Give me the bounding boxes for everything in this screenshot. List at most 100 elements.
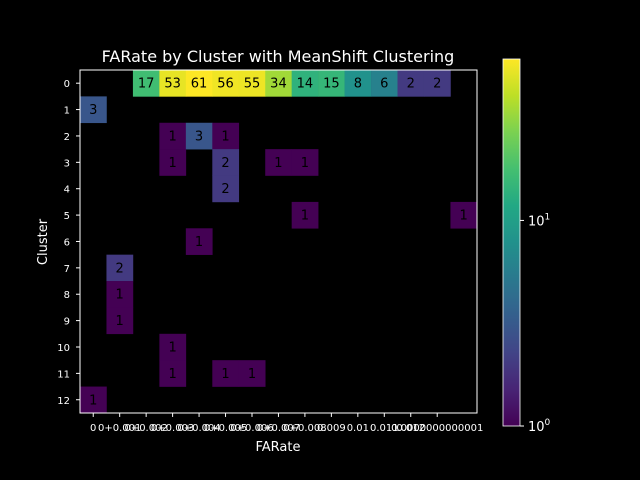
- heatmap-cell: [212, 70, 240, 97]
- x-tick-label: 0+0.006: [230, 423, 273, 434]
- heatmap-cell: [212, 122, 240, 150]
- x-tick-label: 0: [90, 423, 96, 434]
- y-tick-label: 9: [64, 317, 70, 328]
- x-tick-label: 0.011: [370, 423, 399, 434]
- cell-value-label: 3: [89, 103, 97, 118]
- x-tick-label: 0+0.005: [204, 423, 247, 434]
- heatmap-cell: [159, 333, 187, 361]
- cell-value-label: 61: [191, 77, 208, 92]
- heatmap-cell: [106, 254, 134, 282]
- y-tick-label: 4: [64, 185, 70, 196]
- heatmap-cell: [159, 122, 187, 150]
- heatmap-cell: [106, 307, 134, 335]
- heatmap-cell: [159, 70, 187, 97]
- plot-frame: [79, 69, 478, 414]
- y-tick-label: 10: [57, 343, 70, 354]
- heatmap-cell: [397, 70, 425, 97]
- cell-value-label: 15: [323, 77, 340, 92]
- y-tick-label: 11: [57, 369, 70, 380]
- heatmap-cell: [185, 70, 213, 97]
- x-axis-label: FARate: [256, 440, 301, 455]
- y-tick-label: 8: [64, 290, 70, 301]
- heatmap-cell: [80, 96, 107, 124]
- heatmap-cell: [291, 70, 319, 97]
- colorbar-tick-label: 101: [528, 212, 550, 229]
- heatmap-cell: [291, 149, 319, 176]
- y-axis-label: Cluster: [36, 218, 51, 265]
- colorbar: [502, 58, 521, 427]
- cell-value-label: 2: [221, 156, 229, 171]
- x-tick-label: 0+0.003: [151, 423, 194, 434]
- heatmap-cell: [132, 70, 160, 97]
- cell-value-label: 17: [138, 77, 155, 92]
- heatmap-cells: 17 53 61 56 55 34 14 15 8 6 2 2 3 1 3 1 1 2 1 1 2 1 1 1 2 1 1 1 1 1 1 1: [80, 70, 478, 414]
- cell-value-label: 1: [168, 129, 176, 144]
- heatmap-cell: [344, 70, 372, 97]
- heatmap-cell: [318, 70, 345, 97]
- cell-value-label: 1: [116, 288, 124, 303]
- colorbar-tick-label: 100: [528, 418, 551, 435]
- heatmap-cell: [159, 360, 187, 387]
- cell-value-label: 1: [168, 340, 176, 355]
- y-tick-label: 2: [64, 132, 70, 143]
- x-tick-label: 0.012: [396, 423, 425, 434]
- chart-title: FARate by Cluster with MeanShift Cluster…: [102, 47, 455, 66]
- heatmap-cell: [212, 360, 240, 387]
- y-tick-label: 5: [64, 211, 70, 222]
- x-tick-label: 0.0000000000001: [391, 423, 483, 434]
- cell-value-label: 3: [195, 129, 203, 144]
- x-tick-label: 0.01: [347, 423, 369, 434]
- x-tick-label: 0.009: [317, 423, 346, 434]
- cell-value-label: 2: [221, 182, 229, 197]
- heatmap-cell: [185, 122, 213, 150]
- cell-value-label: 1: [274, 156, 282, 171]
- heatmap-cell: [185, 228, 213, 255]
- x-tick-label: 0+0.004: [177, 423, 220, 434]
- cell-value-label: 1: [301, 156, 309, 171]
- cell-value-label: 1: [301, 209, 309, 224]
- heatmap-cell: [159, 149, 187, 176]
- y-tick-label: 0: [64, 79, 70, 90]
- heatmap-cell: [212, 175, 240, 203]
- heatmap-cell: [265, 149, 292, 176]
- heatmap-cell: [238, 70, 266, 97]
- cell-value-label: 53: [164, 77, 181, 92]
- cell-value-label: 2: [433, 77, 441, 92]
- heatmap-cell: [265, 70, 292, 97]
- cell-value-label: 14: [297, 77, 314, 92]
- x-tick-label: 0+0.008: [283, 423, 326, 434]
- heatmap-cell: [212, 149, 240, 176]
- y-tick-label: 6: [64, 237, 70, 248]
- x-axis-ticks: 0 0+0.0010+0.0020+0.0030+0.0040+0.0050+0.…: [90, 412, 483, 434]
- cell-value-label: 56: [217, 77, 234, 92]
- heatmap-cell: [106, 281, 134, 308]
- x-tick-label: 0+0.001: [98, 423, 141, 434]
- cell-value-label: 34: [270, 77, 287, 92]
- y-tick-label: 7: [64, 264, 70, 275]
- cell-value-label: 1: [168, 156, 176, 171]
- heatmap-cell: [80, 386, 107, 414]
- cell-value-label: 1: [221, 129, 229, 144]
- y-tick-label: 3: [64, 158, 70, 169]
- heatmap-cell: [423, 70, 451, 97]
- y-tick-label: 12: [57, 396, 70, 407]
- colorbar-ticks: 100 101: [520, 212, 551, 435]
- cell-value-label: 6: [380, 77, 388, 92]
- cell-value-label: 1: [89, 393, 97, 408]
- x-tick-label: 0+0.007: [257, 423, 300, 434]
- cell-value-label: 1: [248, 367, 256, 382]
- y-tick-label: 1: [64, 106, 70, 117]
- heatmap-cell: [238, 360, 266, 387]
- cell-value-label: 2: [116, 261, 124, 276]
- cell-value-label: 55: [244, 77, 261, 92]
- cell-value-label: 2: [407, 77, 415, 92]
- cell-value-label: 1: [116, 314, 124, 329]
- heatmap-cell: [291, 201, 319, 229]
- heatmap-cell: [450, 201, 478, 229]
- cell-value-label: 1: [168, 367, 176, 382]
- x-tick-label: 0+0.002: [124, 423, 167, 434]
- cell-value-label: 1: [221, 367, 229, 382]
- cell-value-label: 1: [195, 235, 203, 250]
